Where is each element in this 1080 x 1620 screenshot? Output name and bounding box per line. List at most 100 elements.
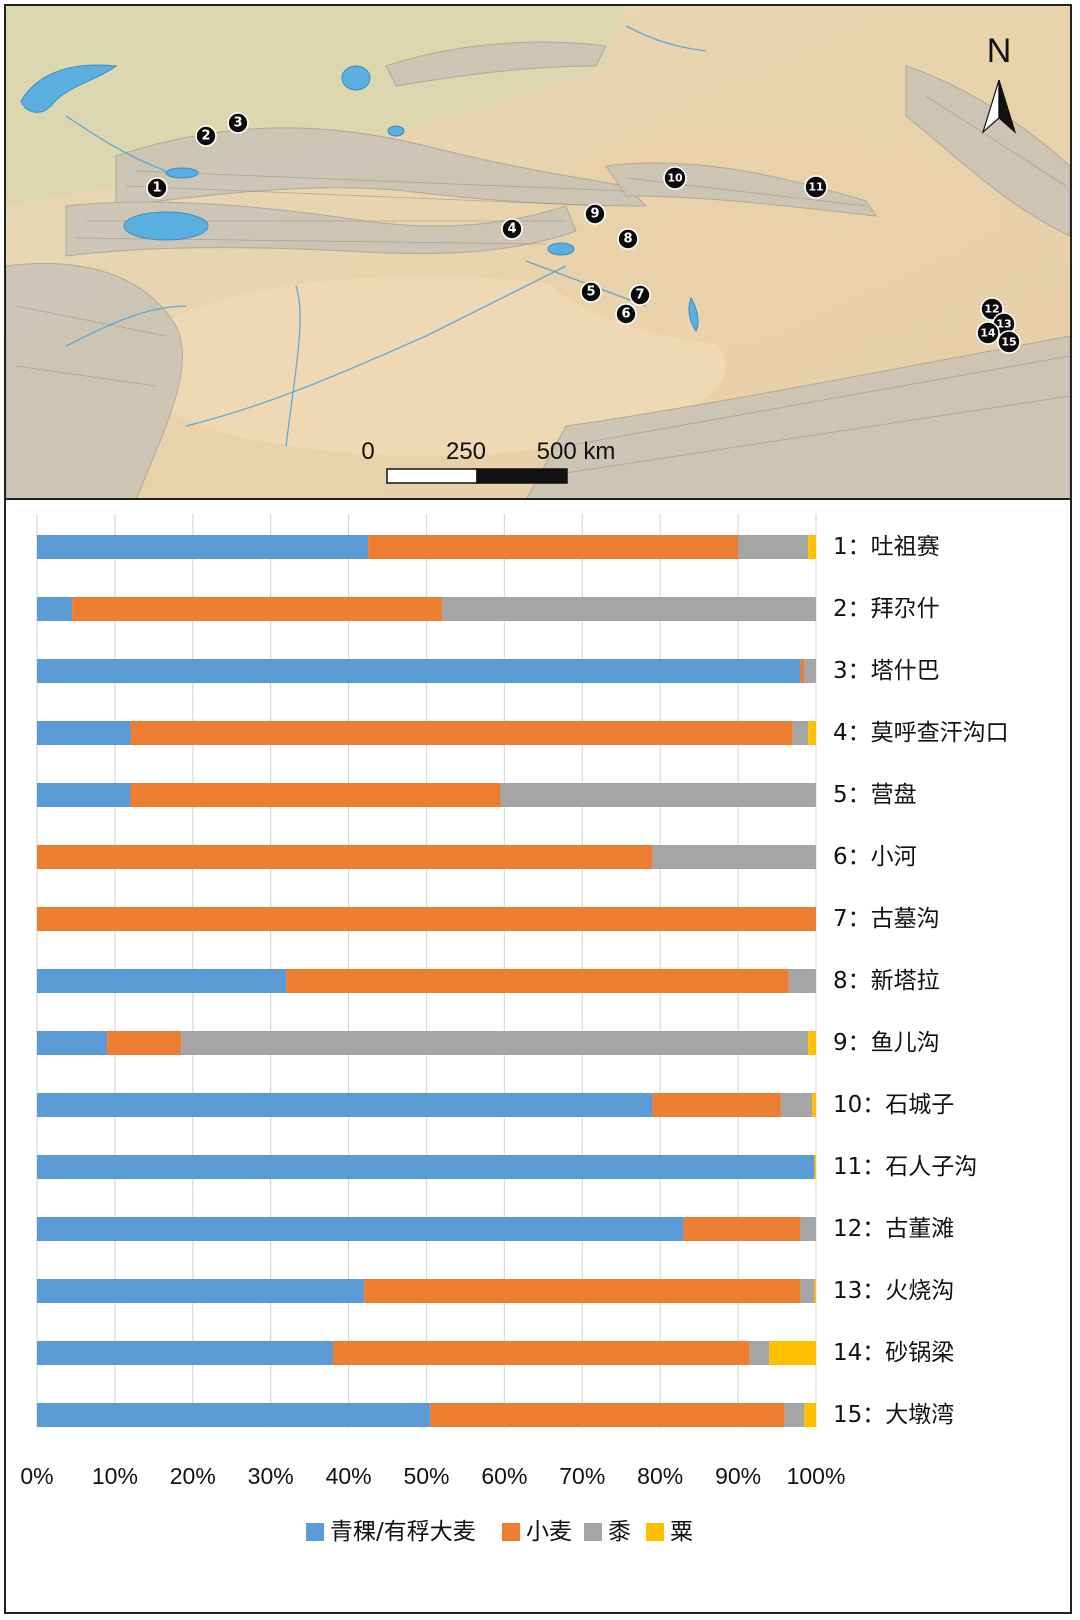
category-label: 14：砂锅梁 bbox=[833, 1340, 954, 1366]
legend-label: 青稞/有稃大麦 bbox=[330, 1519, 476, 1545]
bar-segment bbox=[652, 845, 816, 869]
svg-text:14: 14 bbox=[980, 327, 996, 340]
bar-segment bbox=[738, 535, 809, 559]
bar-segment bbox=[130, 783, 501, 807]
site-marker-8: 8 bbox=[617, 228, 639, 250]
bar-segment bbox=[37, 659, 801, 683]
site-marker-14: 14 bbox=[976, 321, 1000, 345]
site-marker-9: 9 bbox=[584, 203, 606, 225]
bar-segment bbox=[784, 1403, 805, 1427]
bar-segment bbox=[130, 721, 793, 745]
svg-text:9: 9 bbox=[590, 207, 599, 222]
x-tick-label: 80% bbox=[637, 1463, 683, 1489]
scale-label-500: 500 km bbox=[537, 438, 616, 465]
category-label: 7：古墓沟 bbox=[833, 906, 940, 932]
bar-segment bbox=[769, 1341, 816, 1365]
legend-label: 粟 bbox=[670, 1519, 693, 1545]
bar-segment bbox=[804, 1403, 816, 1427]
bar-segment bbox=[364, 1279, 801, 1303]
bar-segment bbox=[814, 1279, 816, 1303]
bar-segment bbox=[780, 1093, 813, 1117]
bar-segment bbox=[683, 1217, 801, 1241]
legend-label: 小麦 bbox=[526, 1519, 572, 1545]
category-label: 9：鱼儿沟 bbox=[833, 1030, 940, 1056]
north-arrow-icon: N bbox=[981, 32, 1017, 134]
category-label: 2：拜尕什 bbox=[833, 596, 940, 622]
svg-text:3: 3 bbox=[233, 116, 242, 131]
rivers bbox=[65, 25, 707, 447]
svg-text:10: 10 bbox=[667, 172, 683, 185]
site-markers: 1 2 3 4 5 6 7 8 9 10 11 12 13 14 15 bbox=[146, 112, 1021, 354]
bar-segment bbox=[500, 783, 816, 807]
svg-text:2: 2 bbox=[201, 129, 210, 144]
bar-segment bbox=[37, 1031, 108, 1055]
svg-text:15: 15 bbox=[1001, 336, 1016, 349]
site-marker-6: 6 bbox=[615, 303, 637, 325]
bar-segment bbox=[333, 1341, 750, 1365]
bar-segment bbox=[37, 535, 369, 559]
bar-segment bbox=[37, 1155, 815, 1179]
x-tick-label: 20% bbox=[170, 1463, 216, 1489]
category-label: 8：新塔拉 bbox=[833, 968, 940, 994]
svg-text:8: 8 bbox=[623, 232, 632, 247]
site-marker-4: 4 bbox=[501, 218, 523, 240]
bar-segment bbox=[37, 1341, 334, 1365]
x-tick-label: 100% bbox=[787, 1463, 846, 1489]
svg-text:13: 13 bbox=[996, 318, 1011, 331]
svg-text:4: 4 bbox=[507, 222, 516, 237]
x-tick-label: 0% bbox=[20, 1463, 53, 1489]
category-label: 13：火烧沟 bbox=[833, 1278, 954, 1304]
bars bbox=[37, 535, 816, 1427]
bar-segment bbox=[72, 597, 443, 621]
chart-panel: 1：吐祖赛 2：拜尕什 3：塔什巴 4：莫呼查汗沟口 5：营盘 6：小河 7：古墓沟 8：新塔… bbox=[6, 500, 1070, 1610]
site-marker-3: 3 bbox=[227, 112, 249, 134]
figure-frame bbox=[4, 4, 1072, 1614]
bar-segment bbox=[37, 845, 653, 869]
scale-label-0: 0 bbox=[361, 438, 374, 465]
category-label: 10：石城子 bbox=[833, 1092, 954, 1118]
bar-segment bbox=[792, 721, 809, 745]
x-tick-label: 90% bbox=[715, 1463, 761, 1489]
stacked-bar-chart: 1：吐祖赛 2：拜尕什 3：塔什巴 4：莫呼查汗沟口 5：营盘 6：小河 7：古墓沟 8：新塔… bbox=[20, 514, 1009, 1545]
site-marker-1: 1 bbox=[146, 177, 168, 199]
category-label: 15：大墩湾 bbox=[833, 1402, 954, 1428]
category-label: 1：吐祖赛 bbox=[833, 534, 940, 560]
svg-text:12: 12 bbox=[984, 303, 999, 316]
legend-swatch bbox=[502, 1523, 520, 1541]
site-marker-7: 7 bbox=[629, 284, 651, 306]
site-marker-12: 12 bbox=[980, 297, 1004, 321]
bar-segment bbox=[808, 1031, 816, 1055]
category-label: 11：石人子沟 bbox=[833, 1154, 977, 1180]
x-tick-label: 30% bbox=[248, 1463, 294, 1489]
scale-label-250: 250 bbox=[446, 438, 486, 465]
scale-bar: 0 250 500 km bbox=[361, 438, 616, 484]
legend-swatch bbox=[584, 1523, 602, 1541]
category-label: 6：小河 bbox=[833, 844, 917, 870]
bar-segment bbox=[37, 1279, 365, 1303]
category-labels: 1：吐祖赛 2：拜尕什 3：塔什巴 4：莫呼查汗沟口 5：营盘 6：小河 7：古墓沟 8：新塔… bbox=[833, 534, 1009, 1428]
bar-segment bbox=[800, 1279, 815, 1303]
site-marker-10: 10 bbox=[663, 166, 687, 190]
legend-swatch bbox=[646, 1523, 664, 1541]
site-marker-15: 15 bbox=[997, 330, 1021, 354]
category-label: 4：莫呼查汗沟口 bbox=[833, 720, 1009, 746]
bar-segment bbox=[812, 1093, 816, 1117]
bar-segment bbox=[181, 1031, 809, 1055]
bar-segment bbox=[37, 1217, 684, 1241]
svg-text:11: 11 bbox=[808, 181, 823, 194]
bar-segment bbox=[107, 1031, 182, 1055]
bar-segment bbox=[37, 783, 131, 807]
eastern-desert bbox=[526, 126, 1006, 346]
tarim-basin bbox=[126, 276, 726, 456]
bar-segment bbox=[804, 659, 816, 683]
x-tick-label: 50% bbox=[403, 1463, 449, 1489]
terrain-map: 1 2 3 4 5 6 7 8 9 10 11 12 13 14 15 N 0 … bbox=[6, 6, 1070, 500]
north-label: N bbox=[987, 32, 1012, 70]
bar-segment bbox=[749, 1341, 770, 1365]
x-tick-label: 10% bbox=[92, 1463, 138, 1489]
x-tick-label: 60% bbox=[481, 1463, 527, 1489]
legend: 青稞/有稃大麦 小麦 黍 粟 bbox=[306, 1519, 693, 1545]
x-axis-ticks: 0% 10% 20% 30% 40% 50% 60% 70% 80% 90% 100% bbox=[20, 1463, 845, 1489]
site-marker-11: 11 bbox=[804, 175, 828, 199]
x-tick-label: 70% bbox=[559, 1463, 605, 1489]
